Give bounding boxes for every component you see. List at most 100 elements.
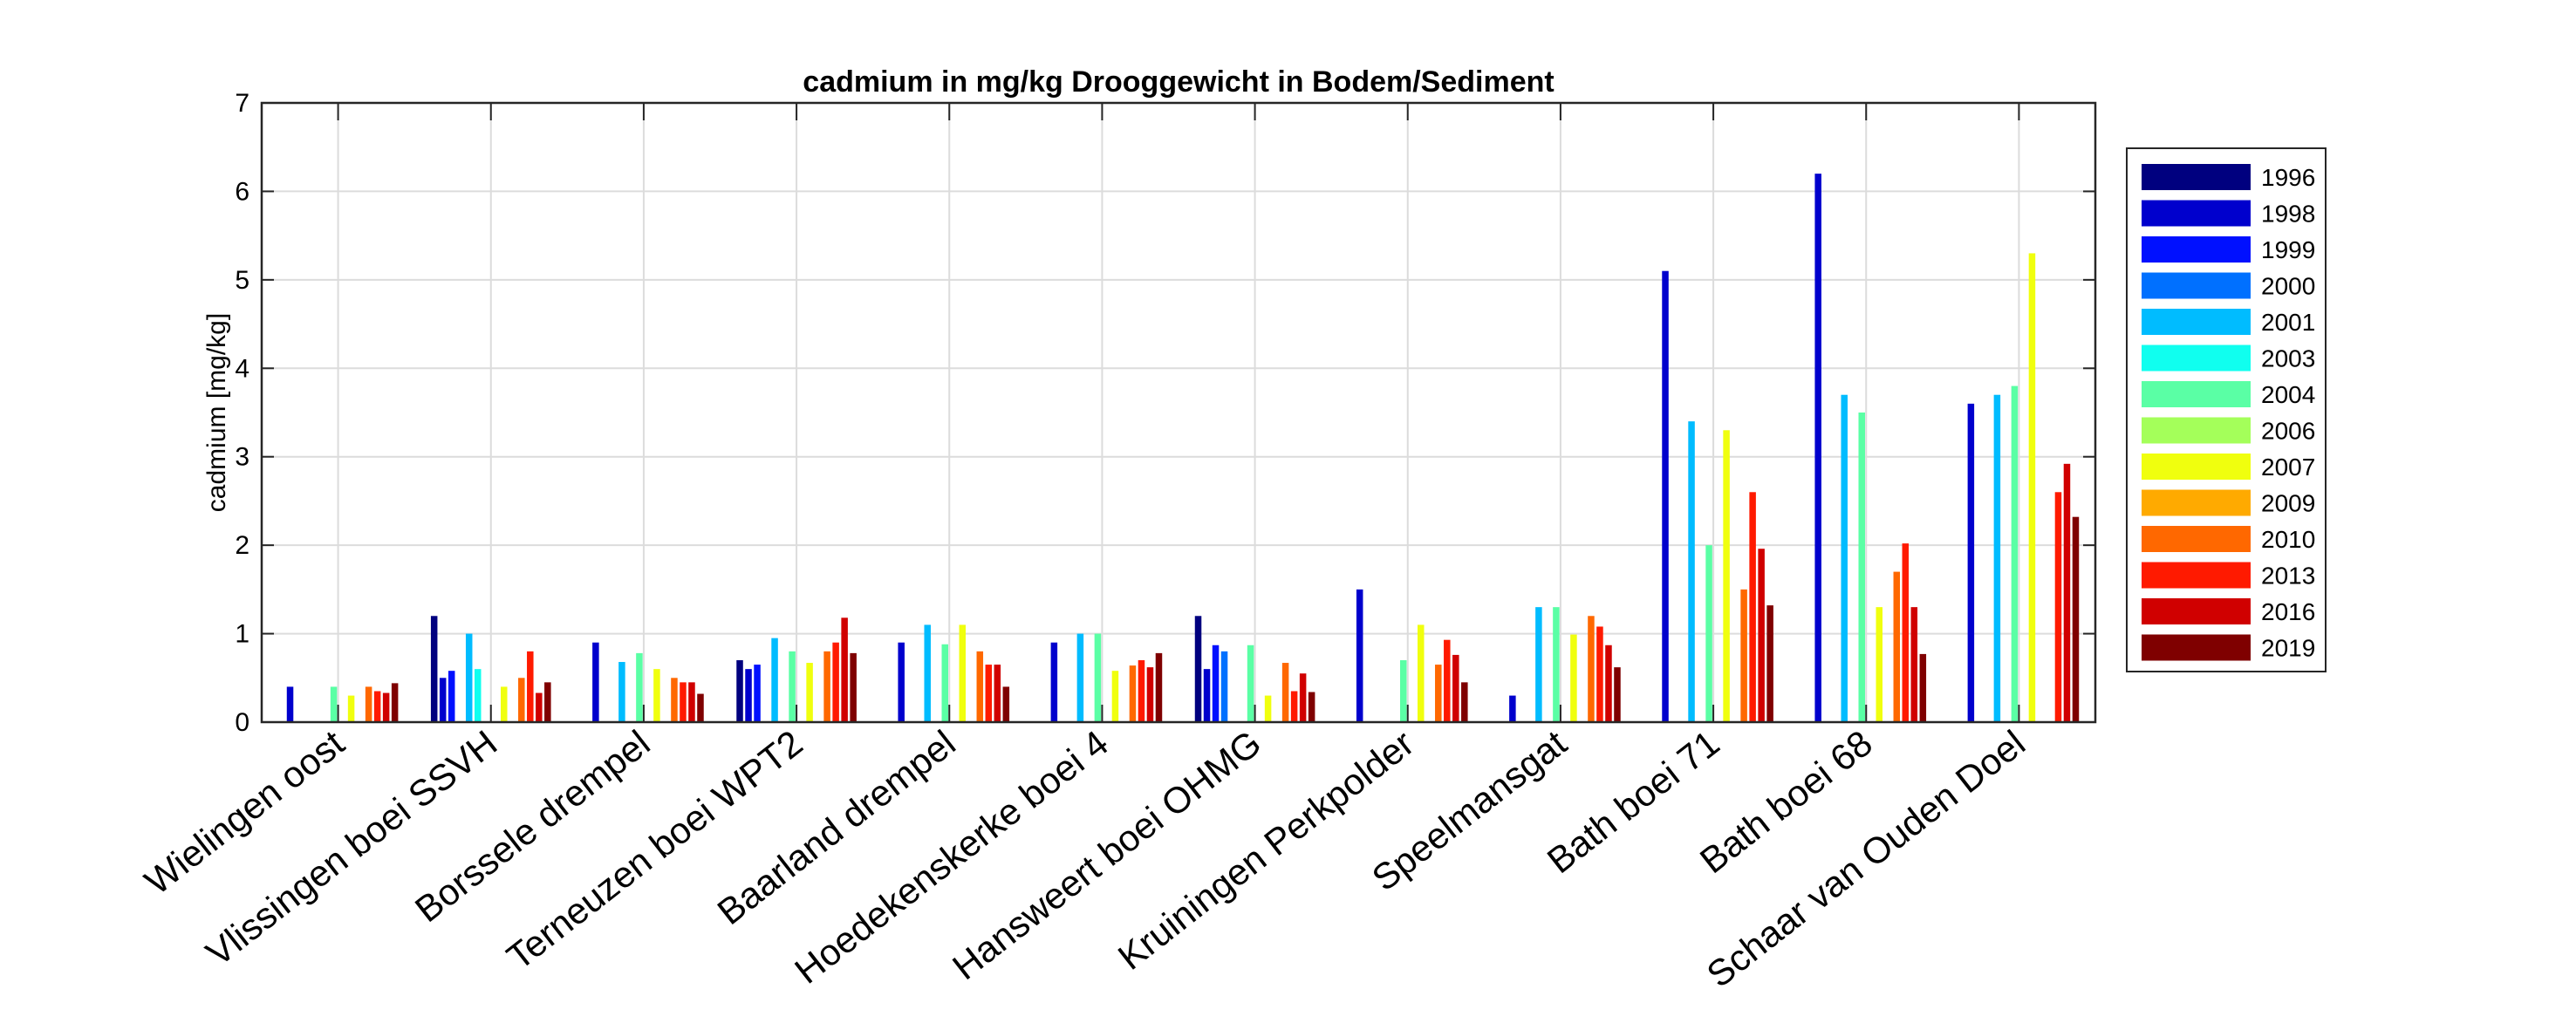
y-tick-label: 2	[235, 531, 249, 560]
bar-2013	[1444, 639, 1451, 722]
bar-2013	[832, 642, 839, 722]
bar-2001	[771, 638, 778, 722]
bar-1998	[1814, 174, 1821, 723]
legend-label: 1996	[2261, 164, 2315, 191]
bar-2016	[688, 682, 695, 722]
legend-swatch	[2142, 309, 2251, 335]
legend-swatch	[2142, 598, 2251, 624]
y-tick-labels: 0 1 2 3 4 5 6 7	[235, 89, 249, 737]
bar-2010	[1893, 571, 1901, 722]
bar-2016	[841, 617, 848, 722]
legend-swatch	[2142, 634, 2251, 661]
y-tick-label: 6	[235, 177, 249, 206]
bar-2001	[1535, 607, 1542, 722]
bar-1998	[439, 678, 447, 722]
bar-2016	[1605, 645, 1612, 722]
bar-2016	[994, 665, 1001, 722]
bar-2016	[2063, 463, 2071, 722]
bar-2016	[1758, 549, 1765, 722]
bar-2004	[789, 651, 796, 722]
bar-2016	[1910, 607, 1918, 722]
bar-2007	[653, 669, 660, 722]
bar-1998	[1967, 403, 1975, 722]
bar-2010	[823, 651, 830, 722]
bar-2010	[1281, 663, 1289, 722]
bar-2010	[1588, 616, 1595, 722]
bar-1998	[1050, 642, 1058, 722]
bar-1999	[754, 665, 761, 722]
bar-2004	[1705, 545, 1712, 722]
bar-2016	[1146, 667, 1154, 722]
legend-swatch	[2142, 200, 2251, 227]
bar-2010	[671, 678, 678, 722]
bar-1999	[448, 671, 455, 722]
bar-2007	[1264, 695, 1272, 722]
bar-1998	[286, 686, 294, 722]
bar-2000	[1220, 651, 1228, 722]
bar-2013	[1749, 492, 1756, 722]
bar-2007	[501, 686, 508, 722]
bar-2013	[1596, 626, 1603, 722]
bar-2019	[697, 693, 704, 722]
legend-label: 2006	[2261, 418, 2315, 445]
bar-2013	[680, 682, 687, 722]
bar-1996	[736, 660, 743, 722]
legend-label: 2003	[2261, 345, 2315, 372]
bar-2001	[1993, 394, 2001, 722]
bar-2004	[2011, 385, 2019, 722]
bar-2019	[1308, 692, 1315, 722]
bar-2007	[806, 663, 813, 722]
bar-2003	[474, 669, 482, 722]
bar-2016	[536, 692, 543, 722]
bar-2019	[850, 652, 857, 722]
bar-2004	[1858, 413, 1865, 722]
plot-frame	[260, 101, 2097, 724]
y-tick-label: 1	[235, 620, 249, 649]
y-tick-label: 4	[235, 354, 249, 383]
bar-2004	[636, 652, 643, 722]
legend-label: 2000	[2261, 273, 2315, 300]
bar-2004	[941, 644, 948, 722]
legend-swatch	[2142, 164, 2251, 190]
bar-2016	[1299, 673, 1307, 722]
bar-2013	[527, 651, 534, 722]
tick-layer	[262, 102, 2095, 723]
bar-2010	[365, 686, 372, 722]
legend-label: 2009	[2261, 490, 2315, 517]
bar-2019	[1002, 686, 1010, 722]
legend-label: 1998	[2261, 201, 2315, 228]
legend-swatch	[2142, 236, 2251, 263]
bar-2019	[1919, 653, 1927, 722]
category-label: Terneuzen boei WPT2	[499, 722, 810, 978]
category-label: Kruiningen Perkpolder	[1110, 722, 1421, 978]
bar-1998	[1356, 589, 1363, 722]
legend-label: 2016	[2261, 598, 2315, 625]
category-label: Hansweert boei OHMG	[945, 722, 1268, 987]
legend: 1996 1998 1999 2000 2001 2003 2004 2006 2007 2009…	[2126, 147, 2327, 672]
bar-2001	[924, 624, 931, 722]
bar-1998	[1509, 695, 1516, 722]
legend-swatch	[2142, 562, 2251, 589]
legend-label: 2013	[2261, 563, 2315, 590]
bar-2010	[1740, 589, 1747, 722]
bar-2004	[1553, 607, 1560, 722]
y-tick-label: 7	[235, 89, 249, 118]
bar-2013	[985, 665, 993, 722]
bar-2013	[373, 691, 381, 722]
category-label: Vlissingen boei SSVH	[198, 722, 504, 974]
bar-layer	[286, 174, 2080, 723]
bar-2007	[1570, 634, 1577, 722]
bar-2007	[347, 695, 355, 722]
legend-label: 2019	[2261, 635, 2315, 662]
bar-2001	[1841, 394, 1848, 722]
grid-layer	[262, 103, 2095, 722]
legend-swatch	[2142, 381, 2251, 407]
bar-2019	[1766, 605, 1773, 722]
bar-2007	[1723, 430, 1730, 722]
bar-2019	[1461, 682, 1468, 722]
bar-2001	[618, 662, 625, 722]
legend-swatch	[2142, 526, 2251, 552]
bar-1996	[1194, 616, 1202, 722]
